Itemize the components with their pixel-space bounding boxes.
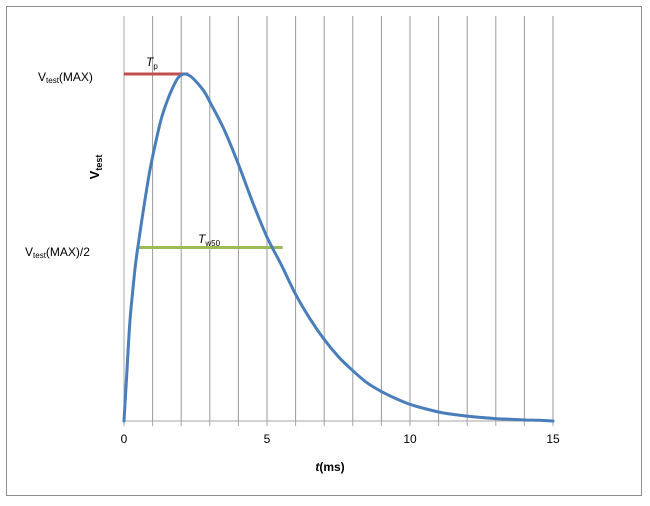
- x-tick-label: 15: [546, 432, 560, 446]
- tw50-label: Tw50: [198, 232, 221, 248]
- x-tick-label: 0: [121, 432, 128, 446]
- axes: [123, 16, 554, 426]
- tick-labels: 0 5 10 15: [121, 432, 560, 446]
- vtest-max-label: Vtest(MAX): [38, 70, 93, 85]
- y-axis-title: Vtest: [87, 155, 104, 180]
- vtest-half-label: Vtest(MAX)/2: [25, 245, 90, 260]
- x-axis-title: t(ms): [315, 460, 344, 474]
- series: [122, 72, 555, 423]
- x-tick-label: 5: [264, 432, 271, 446]
- tp-label: Tp: [146, 55, 158, 71]
- annotations: [124, 72, 283, 249]
- x-tick-label: 10: [403, 432, 417, 446]
- vtest-curve: [122, 72, 555, 423]
- chart-svg: 0 5 10 15 Vtest t(ms) Vtest(MAX) Vtest(MAX)…: [25, 16, 560, 474]
- chart-frame: 0 5 10 15 Vtest t(ms) Vtest(MAX) Vtest(MAX)…: [6, 6, 642, 496]
- gridlines: [152, 16, 554, 421]
